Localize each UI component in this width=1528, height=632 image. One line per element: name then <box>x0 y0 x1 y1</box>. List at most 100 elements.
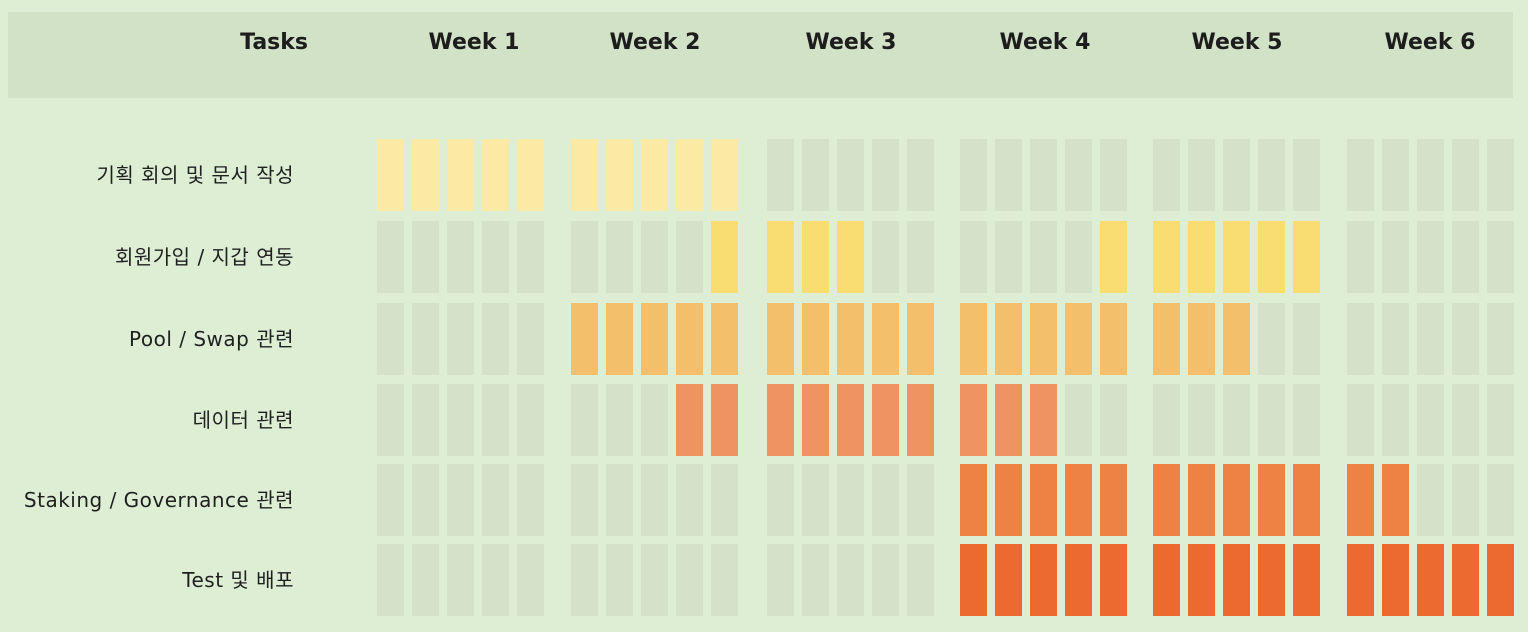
empty-day-cell <box>641 544 668 616</box>
task-bar-day <box>1347 464 1374 536</box>
task-bar-day <box>960 384 987 456</box>
empty-day-cell <box>1153 139 1180 211</box>
empty-day-cell <box>412 384 439 456</box>
empty-day-cell <box>641 464 668 536</box>
empty-day-cell <box>1452 464 1479 536</box>
empty-day-cell <box>1487 221 1514 293</box>
empty-day-cell <box>1065 139 1092 211</box>
task-bar-day <box>767 384 794 456</box>
empty-day-cell <box>377 544 404 616</box>
task-bar-day <box>837 221 864 293</box>
week-header-2: Week 2 <box>609 30 701 55</box>
task-bar-day <box>711 139 738 211</box>
empty-day-cell <box>482 544 509 616</box>
task-bar-day <box>1030 464 1057 536</box>
task-bar-day <box>1382 544 1409 616</box>
task-bar-day <box>1065 464 1092 536</box>
empty-day-cell <box>482 303 509 375</box>
empty-day-cell <box>641 384 668 456</box>
empty-day-cell <box>995 139 1022 211</box>
empty-day-cell <box>1452 303 1479 375</box>
empty-day-cell <box>1065 384 1092 456</box>
task-bar-day <box>606 139 633 211</box>
empty-day-cell <box>1487 303 1514 375</box>
empty-day-cell <box>1188 139 1215 211</box>
task-bar-day <box>1487 544 1514 616</box>
empty-day-cell <box>1153 384 1180 456</box>
empty-day-cell <box>447 544 474 616</box>
empty-day-cell <box>1417 464 1444 536</box>
empty-day-cell <box>907 464 934 536</box>
task-bar-day <box>641 139 668 211</box>
empty-day-cell <box>872 221 899 293</box>
task-bar-day <box>1065 544 1092 616</box>
task-bar-day <box>960 544 987 616</box>
empty-day-cell <box>1382 384 1409 456</box>
task-bar-day <box>711 221 738 293</box>
task-bar-day <box>711 384 738 456</box>
empty-day-cell <box>517 464 544 536</box>
empty-day-cell <box>1100 139 1127 211</box>
task-bar-day <box>1223 464 1250 536</box>
tasks-column-header: Tasks <box>240 30 308 55</box>
task-bar-day <box>1293 221 1320 293</box>
empty-day-cell <box>802 544 829 616</box>
task-bar-day <box>907 384 934 456</box>
empty-day-cell <box>447 221 474 293</box>
task-bar-day <box>606 303 633 375</box>
empty-day-cell <box>1452 384 1479 456</box>
empty-day-cell <box>482 464 509 536</box>
task-bar-day <box>1030 544 1057 616</box>
empty-day-cell <box>377 221 404 293</box>
empty-day-cell <box>1030 139 1057 211</box>
empty-day-cell <box>1258 384 1285 456</box>
task-bar-day <box>1188 544 1215 616</box>
empty-day-cell <box>606 221 633 293</box>
header-bar <box>8 12 1513 98</box>
task-label: Pool / Swap 관련 <box>129 327 294 351</box>
empty-day-cell <box>1382 303 1409 375</box>
empty-day-cell <box>412 464 439 536</box>
empty-day-cell <box>1258 303 1285 375</box>
task-bar-day <box>1153 544 1180 616</box>
week-header-6: Week 6 <box>1384 30 1476 55</box>
empty-day-cell <box>907 544 934 616</box>
empty-day-cell <box>802 464 829 536</box>
empty-day-cell <box>606 464 633 536</box>
empty-day-cell <box>837 544 864 616</box>
task-bar-day <box>1382 464 1409 536</box>
task-bar-day <box>1223 544 1250 616</box>
task-bar-day <box>872 303 899 375</box>
task-bar-day <box>1153 221 1180 293</box>
empty-day-cell <box>1417 384 1444 456</box>
task-bar-day <box>447 139 474 211</box>
empty-day-cell <box>1347 303 1374 375</box>
empty-day-cell <box>517 544 544 616</box>
task-bar-day <box>1188 464 1215 536</box>
empty-day-cell <box>517 384 544 456</box>
empty-day-cell <box>517 221 544 293</box>
empty-day-cell <box>1030 221 1057 293</box>
empty-day-cell <box>447 303 474 375</box>
task-bar-day <box>907 303 934 375</box>
task-label: 데이터 관련 <box>192 408 294 432</box>
task-bar-day <box>1065 303 1092 375</box>
empty-day-cell <box>1293 303 1320 375</box>
empty-day-cell <box>676 464 703 536</box>
empty-day-cell <box>872 139 899 211</box>
task-bar-day <box>960 464 987 536</box>
empty-day-cell <box>1417 139 1444 211</box>
task-bar-day <box>1417 544 1444 616</box>
empty-day-cell <box>447 384 474 456</box>
empty-day-cell <box>641 221 668 293</box>
task-bar-day <box>517 139 544 211</box>
empty-day-cell <box>907 139 934 211</box>
empty-day-cell <box>377 464 404 536</box>
task-bar-day <box>412 139 439 211</box>
empty-day-cell <box>482 384 509 456</box>
week-header-1: Week 1 <box>428 30 520 55</box>
task-bar-day <box>1293 544 1320 616</box>
empty-day-cell <box>1417 221 1444 293</box>
task-bar-day <box>571 139 598 211</box>
task-bar-day <box>1188 303 1215 375</box>
